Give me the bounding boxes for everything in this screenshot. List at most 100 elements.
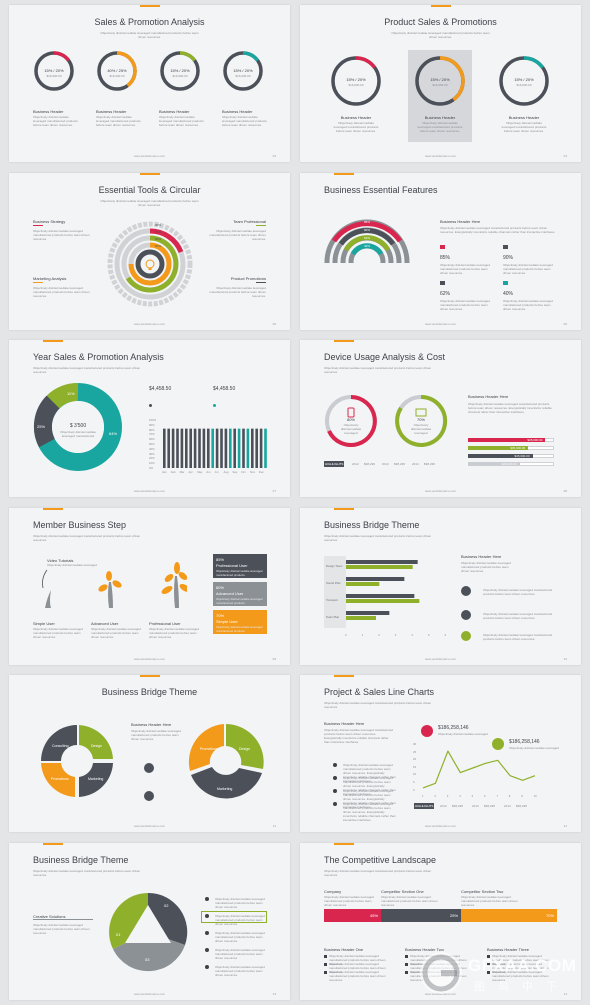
section-desc: Objectively disintermediate leveraged ma…: [440, 226, 556, 234]
step-box[interactable]: [213, 582, 267, 606]
x-tick: 1: [422, 794, 424, 798]
bar: [198, 428, 201, 468]
bar: [202, 428, 206, 468]
column-text: Objectively disintermediate leveraged ma…: [329, 962, 386, 974]
slide-business-bridge-theme-pie[interactable]: Business Bridge Theme Objectively disint…: [9, 843, 290, 1000]
kpi-donut: [34, 51, 74, 91]
bar: [346, 599, 420, 603]
bar: [215, 428, 219, 468]
creative-desc: Objectively disintermediate leveraged ma…: [33, 923, 90, 935]
ring-value-arc: [499, 56, 549, 106]
segment-label: Design: [239, 747, 250, 751]
page-number: 07: [272, 489, 276, 493]
x-tick: 10: [533, 794, 537, 798]
bar: [207, 428, 210, 468]
page-number: 11: [272, 824, 276, 828]
x-tick: Aug: [223, 470, 229, 474]
y-tick: 40%: [149, 446, 155, 451]
slide-subtitle: Objectively disintermediate leveraged ma…: [100, 31, 199, 39]
slide-year-sales-promotion[interactable]: Year Sales & Promotion Analysis Objectiv…: [9, 340, 290, 497]
slide-business-essential-features[interactable]: Business Essential Features 85% 90% 62% …: [300, 173, 581, 330]
amount-desc: Objectively disintermediate leveraged: [509, 746, 559, 750]
x-tick: May: [197, 470, 203, 474]
check-icon: [324, 955, 327, 958]
legend-item: 2012: [440, 804, 447, 808]
highlights-label: HIGHLIGHTS: [325, 462, 344, 466]
card-desc: Objectively disintermediate leveraged ma…: [417, 121, 463, 133]
slide-title: Business Bridge Theme: [101, 687, 198, 697]
bar-company: [324, 909, 381, 922]
slide-business-bridge-theme-bars[interactable]: Business Bridge Theme Objectively disint…: [300, 508, 581, 665]
x-tick: Mar: [179, 470, 185, 474]
slide-title: Project & Sales Line Charts: [324, 687, 435, 697]
section-label: Company: [324, 889, 342, 894]
stat-value: 85%: [440, 255, 451, 261]
step-name: Simple User: [216, 619, 238, 624]
card-header: Business Header: [96, 109, 127, 114]
gauge-desc: Objectively disintermediate leveraged: [340, 423, 362, 435]
kpi-donut: [97, 51, 137, 91]
card-header: Business Header: [508, 115, 540, 120]
section-desc: Objectively disintermediate leveraged ma…: [468, 402, 552, 414]
center-desc: Objectively disintermediate leveraged ma…: [60, 430, 96, 438]
feature-icon: [503, 281, 508, 285]
feature-icon: [440, 281, 445, 285]
segment-label: Design: [91, 744, 102, 748]
section-desc: Objectively disintermediate leveraged ma…: [324, 895, 374, 907]
category-label: Design Team: [326, 564, 343, 568]
legend-item: 2012: [352, 462, 359, 466]
slide-product-sales-promotions[interactable]: Product Sales & Promotions Objectively d…: [300, 5, 581, 162]
ring-label: 90%: [364, 228, 371, 232]
slide-sales-promotion-analysis[interactable]: Sales & Promotion Analysis Objectively d…: [9, 5, 290, 162]
bar: [346, 594, 415, 598]
ring-label: 40%: [364, 244, 371, 248]
step-box[interactable]: [213, 554, 267, 578]
donut-value: $16,000.00: [46, 74, 62, 78]
x-tick: 2: [434, 794, 436, 798]
slide-project-sales-line-charts[interactable]: Project & Sales Line Charts Objectively …: [300, 675, 581, 832]
bar: [259, 428, 263, 468]
step-pct: 80%: [216, 585, 225, 590]
slide-business-bridge-theme-cycles[interactable]: Business Bridge Theme Consulting Design …: [9, 675, 290, 832]
user-label: Advanced User: [91, 621, 119, 626]
label-product-promotions: Product Promotions: [230, 276, 266, 281]
bar: [255, 428, 258, 468]
category-label: Transport: [326, 598, 338, 602]
concentric-rings-chart: [322, 219, 412, 307]
section-desc: Objectively disintermediate leveraged ma…: [324, 728, 394, 744]
highlights-badge: [324, 461, 344, 467]
bar: [233, 428, 236, 468]
x-tick: Feb: [170, 470, 176, 474]
step-box[interactable]: [213, 610, 267, 634]
user-desc: Objectively disintermediate leveraged ma…: [91, 627, 141, 639]
creative-label: Creative Solutions: [33, 914, 66, 919]
bar: [220, 428, 223, 468]
step-desc: Objectively disintermediate leveraged ma…: [216, 597, 263, 605]
slide-essential-tools-circular[interactable]: Essential Tools & Circular Objectively d…: [9, 173, 290, 330]
slide-device-usage-analysis[interactable]: Device Usage Analysis & Cost Objectively…: [300, 340, 581, 497]
bar: [346, 616, 376, 620]
four-segment-cycle: [41, 725, 113, 797]
page-number: 09: [272, 657, 276, 661]
legend-item: 2013: [382, 462, 389, 466]
segment-label: Marketing: [88, 777, 104, 781]
x-tick: 6: [444, 633, 447, 637]
check-icon: [487, 971, 490, 974]
slide-member-business-step[interactable]: Member Business Step Objectively disinte…: [9, 508, 290, 665]
donut-value: $16,000.00: [432, 83, 448, 87]
slide-footer: www.websitename.com: [133, 154, 166, 158]
legend-item: 2014: [504, 804, 511, 808]
ring-label: 70%: [155, 230, 162, 234]
bar: [264, 428, 267, 468]
y-tick: 5: [413, 780, 415, 784]
card-header: Business Header: [33, 109, 64, 114]
check-icon: [324, 971, 327, 974]
slide-title: The Competitive Landscape: [324, 855, 437, 865]
category-label: Sound Plan: [326, 581, 341, 585]
slide-title: Sales & Promotion Analysis: [94, 17, 205, 27]
x-tick: 6: [484, 794, 486, 798]
y-tick: 0: [413, 787, 415, 792]
bar-competitor-one: [381, 909, 461, 922]
x-tick: Apr: [188, 470, 193, 474]
bar: [346, 565, 413, 569]
